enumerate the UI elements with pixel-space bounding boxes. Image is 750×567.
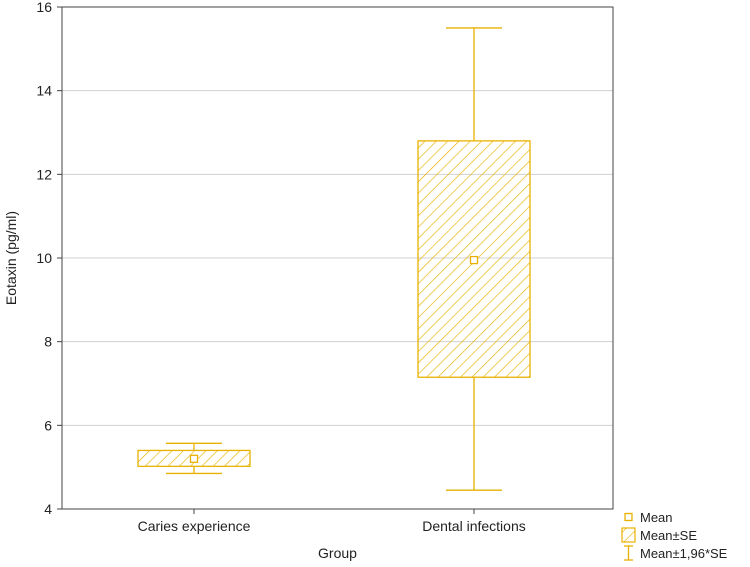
legend-item: Mean±SE: [621, 527, 697, 543]
y-tick-label: 14: [36, 83, 52, 99]
box-dental-infections: [417, 27, 531, 491]
box-caries-experience: [137, 442, 251, 475]
se-box: [417, 140, 531, 378]
legend-label: Mean±SE: [640, 528, 697, 543]
legend-se-icon: [621, 527, 636, 543]
legend-label: Mean: [640, 510, 673, 525]
x-tick-label: Caries experience: [138, 518, 251, 534]
y-axis-title: Eotaxin (pg/ml): [3, 211, 19, 305]
y-tick-label: 6: [44, 417, 52, 433]
y-tick-label: 8: [44, 334, 52, 350]
legend-item: Mean: [624, 510, 673, 525]
x-axis-title: Group: [318, 545, 357, 561]
legend-mean-icon: [624, 512, 633, 522]
x-axis-ticks: Caries experience Dental infections: [138, 509, 526, 534]
box-series: [137, 27, 531, 491]
y-tick-label: 16: [36, 0, 52, 15]
y-tick-label: 10: [36, 250, 52, 266]
mean-marker: [189, 454, 199, 463]
legend-label: Mean±1,96*SE: [640, 546, 728, 561]
y-tick-label: 4: [44, 501, 52, 517]
x-tick-label: Dental infections: [422, 518, 526, 534]
y-tick-label: 12: [36, 166, 52, 182]
mean-marker: [469, 255, 479, 265]
y-axis-ticks: 4 6 8 10 12 14 16: [36, 0, 62, 517]
legend: Mean Mean±SE Mean±1,96*SE: [621, 510, 728, 561]
legend-item: Mean±1,96*SE: [624, 545, 728, 561]
